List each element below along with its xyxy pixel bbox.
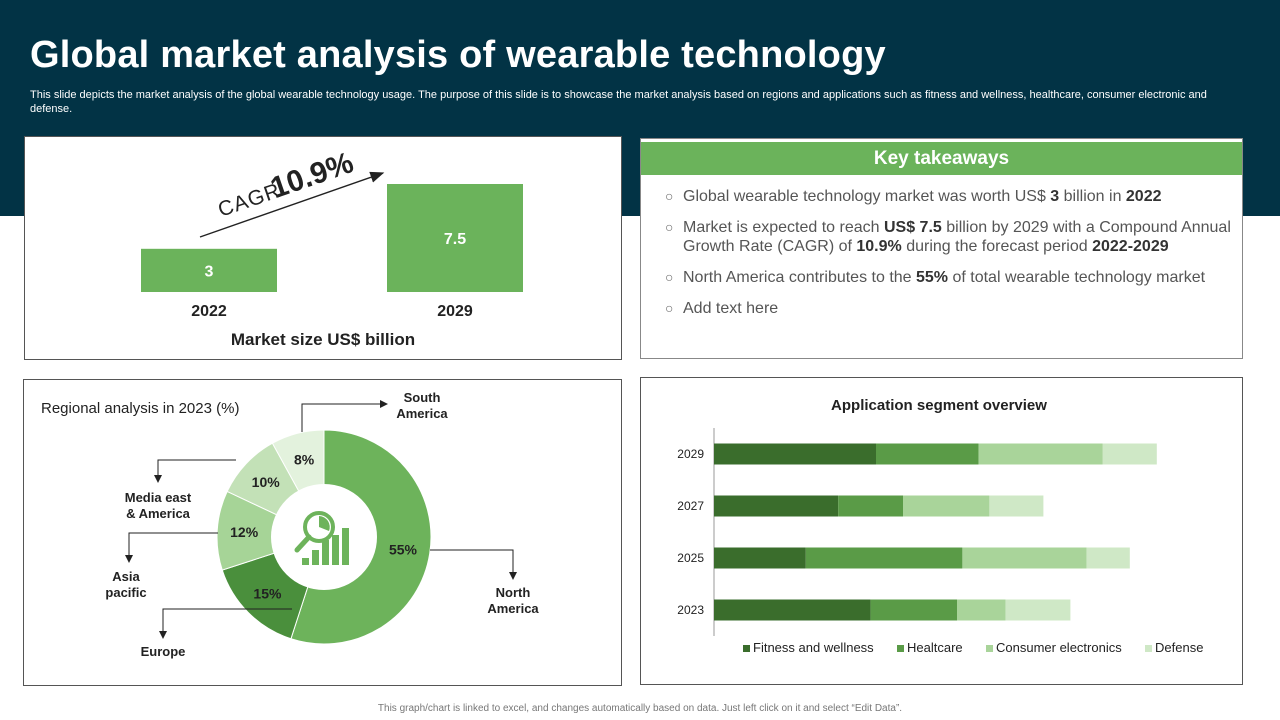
market-category-label: 2022 bbox=[191, 303, 227, 320]
takeaway-text: Market is expected to reach bbox=[683, 219, 884, 236]
app-bar-segment bbox=[870, 599, 957, 621]
app-bar-segment bbox=[838, 495, 903, 517]
takeaway-text: Add text here bbox=[683, 300, 779, 317]
legend-swatch bbox=[897, 645, 904, 652]
cagr-value: 10.9% bbox=[266, 146, 357, 205]
donut-percent-label: 8% bbox=[294, 452, 315, 468]
key-takeaways-panel[interactable]: Key takeaways ○ Global wearable technolog… bbox=[640, 138, 1243, 359]
takeaway-highlight: 55% bbox=[916, 269, 949, 286]
takeaway-text: during the forecast period bbox=[901, 238, 1093, 255]
region-name-label: Asia pacific bbox=[105, 569, 146, 600]
app-bar-segment bbox=[876, 443, 979, 465]
donut-percent-label: 10% bbox=[252, 474, 281, 490]
app-bar-segment bbox=[805, 547, 963, 569]
analytics-icon bbox=[294, 511, 349, 565]
legend-label: Healtcare bbox=[907, 640, 963, 655]
app-bar-segment bbox=[962, 547, 1087, 569]
leader-lines bbox=[125, 400, 517, 639]
market-size-panel[interactable]: CAGR 10.9% 3 2022 7.5 2029 Market size US$ … bbox=[24, 136, 622, 360]
legend-label: Defense bbox=[1155, 640, 1203, 655]
app-bar-segment bbox=[978, 443, 1103, 465]
takeaway-item: ○ North America contributes to the 55% of… bbox=[665, 268, 1235, 287]
app-bar-segment bbox=[1102, 443, 1157, 465]
app-bar-segment bbox=[1005, 599, 1071, 621]
takeaway-highlight: 2022-2029 bbox=[1092, 238, 1169, 255]
donut-percent-label: 55% bbox=[389, 542, 418, 558]
donut-slice bbox=[216, 490, 326, 571]
market-bar-2022 bbox=[141, 248, 277, 292]
donut-percent-label: 12% bbox=[230, 524, 259, 540]
takeaway-text: Global wearable technology market was wo… bbox=[683, 188, 1051, 205]
takeaway-text: North America contributes to the bbox=[683, 269, 916, 286]
donut-hole bbox=[271, 484, 377, 590]
region-name-label: North America bbox=[487, 585, 539, 616]
region-name-label: Europe bbox=[141, 644, 186, 659]
app-bar-segment bbox=[1086, 547, 1130, 569]
page-subtitle: This slide depicts the market analysis o… bbox=[30, 89, 1207, 115]
market-size-caption: Market size US$ billion bbox=[231, 330, 415, 349]
takeaway-item: ○ Global wearable technology market was w… bbox=[665, 187, 1235, 206]
cagr-annotation: CAGR 10.9% bbox=[215, 146, 357, 222]
bullet-icon: ○ bbox=[665, 188, 674, 204]
application-title: Application segment overview bbox=[831, 397, 1047, 414]
key-takeaways-list: ○ Global wearable technology market was w… bbox=[665, 187, 1235, 330]
app-category-label: 2029 bbox=[677, 447, 704, 461]
app-bar-segment bbox=[714, 443, 876, 465]
market-bar-2029 bbox=[387, 184, 523, 292]
app-bar-segment bbox=[989, 495, 1044, 517]
app-bar-segment bbox=[957, 599, 1006, 621]
takeaway-highlight: 3 bbox=[1050, 188, 1060, 205]
market-size-chart: CAGR 10.9% 3 2022 7.5 2029 Market size US$ … bbox=[141, 146, 523, 349]
key-takeaways-heading: Key takeaways bbox=[641, 142, 1242, 175]
app-bar-segment bbox=[714, 547, 806, 569]
region-name-label: Media east & America bbox=[125, 490, 192, 521]
bullet-icon: ○ bbox=[665, 300, 674, 316]
footer-note: This graph/chart is linked to excel, and… bbox=[377, 703, 903, 714]
takeaway-text: billion in bbox=[1059, 188, 1126, 205]
application-stacked-bar-chart: Application segment overview 2029 2027 202… bbox=[677, 397, 1203, 655]
regional-analysis-panel[interactable]: Regional analysis in 2023 (%) 55% 15% 12% 1… bbox=[23, 379, 622, 686]
legend-swatch bbox=[743, 645, 750, 652]
takeaway-item: ○ Market is expected to reach US$ 7.5 bil… bbox=[665, 218, 1235, 256]
region-name-label: South America bbox=[396, 390, 448, 421]
takeaway-text: of total wearable technology market bbox=[948, 269, 1206, 286]
app-category-label: 2027 bbox=[677, 499, 704, 513]
bullet-icon: ○ bbox=[665, 269, 674, 285]
takeaway-highlight: 2022 bbox=[1125, 188, 1162, 205]
app-category-label: 2025 bbox=[677, 551, 704, 565]
takeaway-highlight: 10.9% bbox=[856, 238, 902, 255]
donut-percent-label: 15% bbox=[253, 586, 282, 602]
cagr-arrow bbox=[199, 171, 385, 238]
takeaway-item: ○ Add text here bbox=[665, 299, 1235, 318]
legend-label: Consumer electronics bbox=[996, 640, 1122, 655]
legend-swatch bbox=[986, 645, 993, 652]
regional-title: Regional analysis in 2023 (%) bbox=[41, 400, 239, 417]
regional-donut-chart: Regional analysis in 2023 (%) 55% 15% 12% 1… bbox=[41, 390, 539, 659]
bullet-icon: ○ bbox=[665, 219, 674, 235]
market-bar-value: 3 bbox=[205, 263, 214, 280]
takeaway-text: billion by 2029 with a Compound Annual G… bbox=[683, 219, 1231, 255]
market-category-label: 2029 bbox=[437, 303, 473, 320]
page-title: Global market analysis of wearable techn… bbox=[30, 34, 886, 76]
app-bar-segment bbox=[714, 599, 871, 621]
takeaway-highlight: US$ 7.5 bbox=[883, 219, 942, 236]
app-category-label: 2023 bbox=[677, 603, 704, 617]
application-segment-panel[interactable]: Application segment overview 2029 2027 202… bbox=[640, 377, 1243, 685]
legend-label: Fitness and wellness bbox=[753, 640, 874, 655]
app-bar-segment bbox=[714, 495, 839, 517]
market-bar-value: 7.5 bbox=[444, 231, 466, 248]
legend-swatch bbox=[1145, 645, 1152, 652]
app-bar-segment bbox=[903, 495, 990, 517]
